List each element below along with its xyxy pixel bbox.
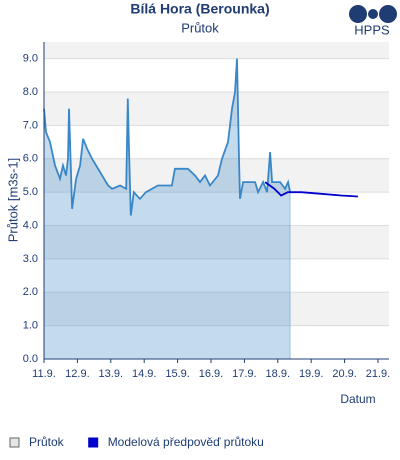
y-tick-label: 8.0	[23, 86, 38, 98]
x-tick-label: 18.9.	[266, 368, 290, 380]
logo: HPPS	[349, 5, 397, 37]
logo-text: HPPS	[354, 22, 390, 37]
x-tick-label: 12.9.	[65, 368, 89, 380]
y-tick-label: 1.0	[23, 320, 38, 332]
legend-label: Průtok	[29, 435, 65, 449]
y-tick-label: 3.0	[23, 253, 38, 265]
x-tick-label: 17.9.	[232, 368, 256, 380]
grid-band	[44, 292, 389, 326]
x-tick-label: 15.9.	[165, 368, 189, 380]
y-tick-label: 6.0	[23, 153, 38, 165]
y-tick-label: 4.0	[23, 219, 38, 231]
x-tick-label: 11.9.	[32, 368, 56, 380]
plot: 0.0 1.0 2.0 3.0 4.0 5.0 6.0 7.0 8.0 9.0 11.9. 12.9.…	[23, 42, 390, 380]
chart-subtitle: Průtok	[181, 20, 219, 35]
x-tick-label: 21.9.	[366, 368, 390, 380]
legend-label: Modelová předpověď průtoku	[108, 435, 264, 449]
grid-band	[44, 92, 389, 126]
x-axis-label: Datum	[340, 392, 375, 406]
x-tick-label: 20.9.	[332, 368, 356, 380]
y-tick-label: 0.0	[23, 353, 38, 365]
y-tick-label: 2.0	[23, 286, 38, 298]
x-tick-label: 16.9.	[199, 368, 223, 380]
legend-swatch	[88, 437, 99, 448]
y-tick-label: 7.0	[23, 119, 38, 131]
y-tick-label: 5.0	[23, 186, 38, 198]
y-tick-label: 9.0	[23, 53, 38, 65]
y-axis-label: Průtok [m3s-1]	[5, 158, 20, 243]
line	[43, 58, 291, 216]
line	[264, 181, 358, 198]
x-tick-label: 13.9.	[99, 368, 123, 380]
chart-title: Bílá Hora (Berounka)	[130, 1, 269, 17]
grid-band	[44, 42, 389, 59]
grid-band	[44, 225, 389, 259]
x-tick-label: 19.9.	[299, 368, 323, 380]
x-tick-label: 14.9.	[132, 368, 156, 380]
legend-swatch	[9, 437, 20, 448]
